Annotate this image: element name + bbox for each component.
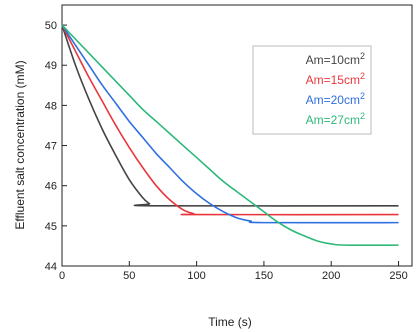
series-line-1 bbox=[61, 24, 399, 207]
y-tick-label: 50 bbox=[45, 20, 57, 32]
x-tick-label: 250 bbox=[389, 270, 407, 282]
legend-entry-4: Am=27cm2 bbox=[306, 111, 365, 127]
y-tick-label: 48 bbox=[45, 100, 57, 112]
y-tick-label: 46 bbox=[45, 181, 57, 193]
plot-area: 0 50 100 150 200 250 44 45 46 47 48 49 50 bbox=[45, 4, 413, 282]
x-tick-label: 0 bbox=[59, 270, 65, 282]
y-tick-label: 45 bbox=[45, 221, 57, 233]
x-tick-label: 200 bbox=[322, 270, 340, 282]
legend-entry-3: Am=20cm2 bbox=[306, 91, 365, 107]
x-axis-label: Time (s) bbox=[208, 315, 252, 329]
x-tick-label: 100 bbox=[187, 270, 205, 282]
plot-frame bbox=[61, 4, 413, 267]
y-tick-label: 47 bbox=[45, 141, 57, 153]
series-line-3 bbox=[61, 24, 399, 224]
y-axis-label: Effluent salt concentration (mM) bbox=[13, 60, 27, 229]
series-line-2 bbox=[61, 24, 399, 216]
x-tick-label: 150 bbox=[255, 270, 273, 282]
legend-entry-1: Am=10cm2 bbox=[306, 51, 365, 67]
legend-entry-2: Am=15cm2 bbox=[306, 71, 365, 87]
series-line-4 bbox=[61, 24, 399, 247]
x-tick-label: 50 bbox=[123, 270, 135, 282]
legend-box bbox=[252, 45, 372, 135]
y-tick-label: 44 bbox=[45, 261, 57, 273]
legend: Am=10cm2 Am=15cm2 Am=20cm2 Am=27cm2 bbox=[252, 45, 372, 135]
y-tick-label: 49 bbox=[45, 60, 57, 72]
